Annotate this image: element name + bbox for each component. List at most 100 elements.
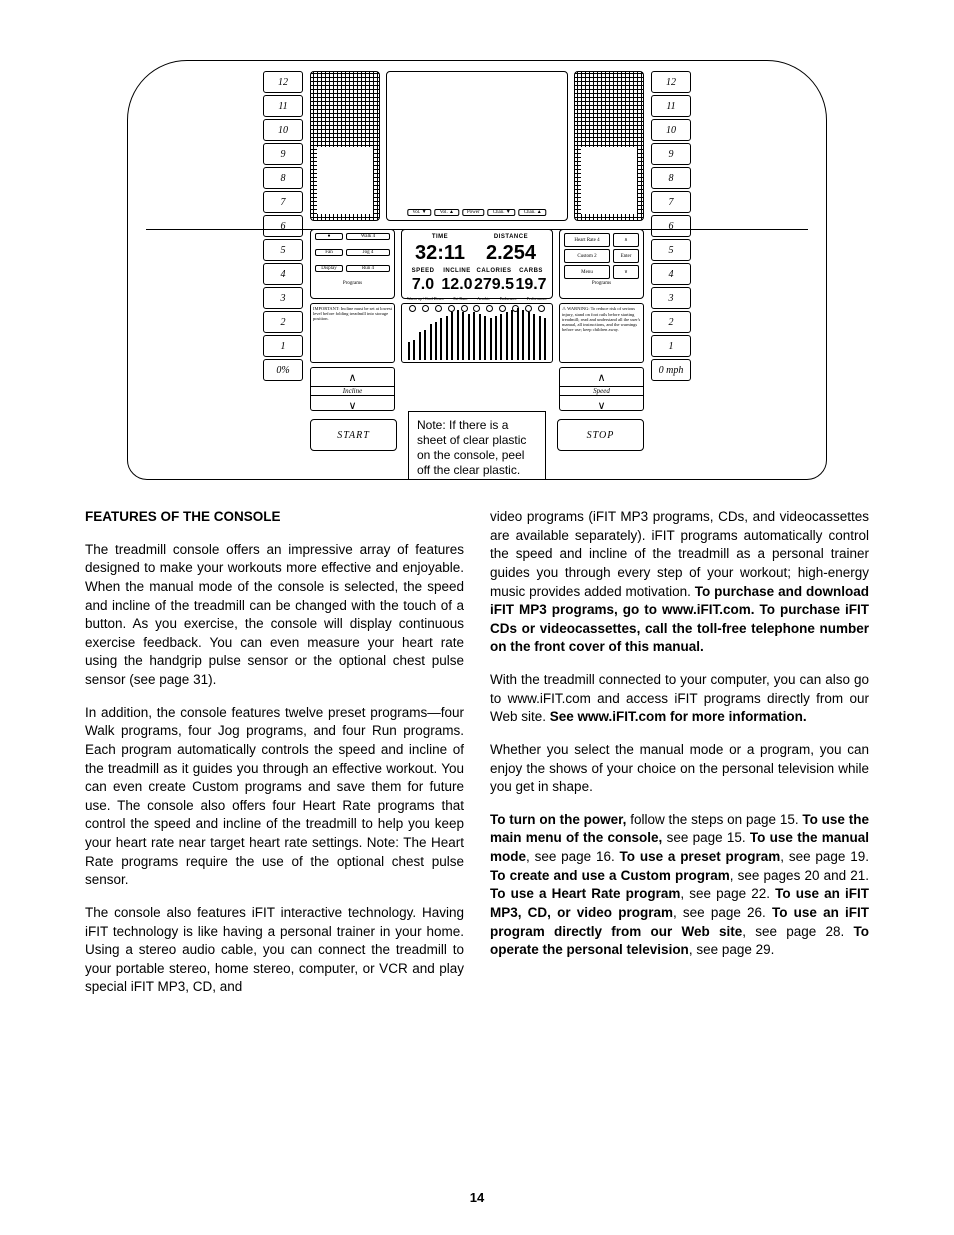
intensity-bar <box>506 312 508 360</box>
tv-button[interactable]: Vol. ▲ <box>435 209 459 216</box>
menu-button[interactable]: Heart Rate 4 <box>564 233 610 247</box>
intensity-bar-chart: Warm-up / Cool DownFat BurnAerobicEndura… <box>401 303 553 363</box>
bar-indicator-dot <box>512 305 519 312</box>
program-panel-title: Programs <box>315 281 390 286</box>
bar-indicator-dot <box>473 305 480 312</box>
intensity-bar <box>440 318 442 360</box>
incline-label: INCLINE <box>443 268 471 274</box>
nav-ref-text: , see page 16. <box>526 849 620 864</box>
intensity-bar <box>413 340 415 360</box>
paragraph-6: Whether you select the manual mode or a … <box>490 741 869 797</box>
right-scale-8: 8 <box>651 167 691 189</box>
speed-control-label: Speed <box>560 386 643 396</box>
important-note-box: IMPORTANT: Incline must be set at lowest… <box>310 303 395 363</box>
bar-indicator-dot <box>461 305 468 312</box>
tv-button[interactable]: Chan. ▼ <box>488 209 516 216</box>
intensity-bar <box>419 332 421 360</box>
tv-button[interactable]: Vol. ▼ <box>407 209 431 216</box>
calories-value: 279.5 <box>474 276 514 294</box>
program-button[interactable]: Fan <box>315 249 343 256</box>
intensity-bar <box>517 308 519 360</box>
mid-control-row: ●Walk 4 FanJog 4 DisplayRun 4 Programs TIME… <box>310 229 644 299</box>
intensity-bar <box>430 324 432 360</box>
left-dot-screen <box>310 71 380 221</box>
paragraph-5: With the treadmill connected to your com… <box>490 671 869 727</box>
program-button[interactable]: Walk 4 <box>346 233 390 240</box>
bar-zone-label: Warm-up / Cool Down <box>407 296 444 301</box>
right-scale-3: 3 <box>651 287 691 309</box>
intensity-bar <box>490 318 492 360</box>
right-scale-4: 4 <box>651 263 691 285</box>
right-scale-1: 1 <box>651 335 691 357</box>
bar-indicator-dot <box>409 305 416 312</box>
right-scale-9: 9 <box>651 143 691 165</box>
intensity-bar <box>484 316 486 360</box>
incline-value: 12.0 <box>441 276 472 294</box>
left-scale-1: 1 <box>263 335 303 357</box>
nav-ref-text: , see pages 20 and 21. <box>730 868 869 883</box>
bar-indicator-dot <box>486 305 493 312</box>
tv-button[interactable]: Chan. ▲ <box>519 209 547 216</box>
distance-value: 2.254 <box>486 242 536 265</box>
left-scale-10: 10 <box>263 119 303 141</box>
intensity-bar <box>473 312 475 360</box>
bar-row: IMPORTANT: Incline must be set at lowest… <box>310 303 644 363</box>
stop-button[interactable]: STOP <box>557 419 644 451</box>
intensity-bar <box>408 342 410 360</box>
incline-control-label: Incline <box>311 386 394 396</box>
carbs-label: CARBS <box>519 268 543 274</box>
intensity-bar <box>539 316 541 360</box>
nav-ref-text: see page 15. <box>662 830 750 845</box>
incline-control[interactable]: ∧ Incline ∨ <box>310 367 395 411</box>
nav-ref-text: follow the steps on page 15. <box>626 812 802 827</box>
program-button[interactable]: Display <box>315 265 343 272</box>
right-scale-6: 6 <box>651 215 691 237</box>
intensity-bar <box>500 314 502 360</box>
tv-button[interactable]: Power <box>462 209 485 216</box>
nav-ref-bold: To use a Heart Rate program <box>490 886 680 901</box>
program-button[interactable]: ● <box>315 233 343 240</box>
distance-label: DISTANCE <box>494 234 528 240</box>
lcd-readout: TIME DISTANCE 32:11 2.254 SPEED INCLINE … <box>401 229 553 299</box>
left-channel-scale: 1211109876543210% <box>263 71 303 381</box>
screen-row: Vol. ▼ Vol. ▲PowerChan. ▼Chan. ▲ <box>310 71 644 221</box>
console-outline: 1211109876543210% 1211109876543210 mph V… <box>127 60 827 480</box>
paragraph-7: To turn on the power, follow the steps o… <box>490 811 869 960</box>
left-scale-6: 6 <box>263 215 303 237</box>
bar-indicator-dot <box>435 305 442 312</box>
program-button[interactable]: Run 4 <box>346 265 390 272</box>
speed-down-icon[interactable]: ∨ <box>560 396 643 414</box>
bar-zone-label: Aerobic <box>477 296 490 301</box>
right-scale-5: 5 <box>651 239 691 261</box>
incline-up-icon[interactable]: ∧ <box>311 368 394 386</box>
menu-button[interactable]: Custom 2 <box>564 249 610 263</box>
left-scale-2: 2 <box>263 311 303 333</box>
intensity-bar <box>468 314 470 360</box>
right-scale-0%: 0 mph <box>651 359 691 381</box>
intensity-bar <box>424 330 426 360</box>
page-number: 14 <box>0 1190 954 1205</box>
incline-down-icon[interactable]: ∨ <box>311 396 394 414</box>
menu-button[interactable]: ∧ <box>613 233 639 247</box>
speed-control[interactable]: ∧ Speed ∨ <box>559 367 644 411</box>
intensity-bar <box>462 312 464 360</box>
program-button[interactable]: Jog 4 <box>346 249 390 256</box>
menu-button[interactable]: Enter <box>613 249 639 263</box>
left-scale-5: 5 <box>263 239 303 261</box>
intensity-bar <box>528 312 530 360</box>
left-scale-9: 9 <box>263 143 303 165</box>
menu-button[interactable]: Menu <box>564 265 610 279</box>
nav-ref-text: , see page 26. <box>673 905 772 920</box>
right-dot-screen <box>574 71 644 221</box>
body-text: FEATURES OF THE CONSOLE The treadmill co… <box>85 508 869 997</box>
intensity-bar <box>522 310 524 360</box>
paragraph-2: In addition, the console features twelve… <box>85 704 464 890</box>
calories-label: CALORIES <box>476 268 511 274</box>
right-scale-12: 12 <box>651 71 691 93</box>
time-label: TIME <box>432 234 448 240</box>
warning-box: ⚠ WARNING: To reduce risk of serious inj… <box>559 303 644 363</box>
start-button[interactable]: START <box>310 419 397 451</box>
speed-up-icon[interactable]: ∧ <box>560 368 643 386</box>
menu-button[interactable]: ∨ <box>613 265 639 279</box>
carbs-value: 19.7 <box>515 276 546 294</box>
